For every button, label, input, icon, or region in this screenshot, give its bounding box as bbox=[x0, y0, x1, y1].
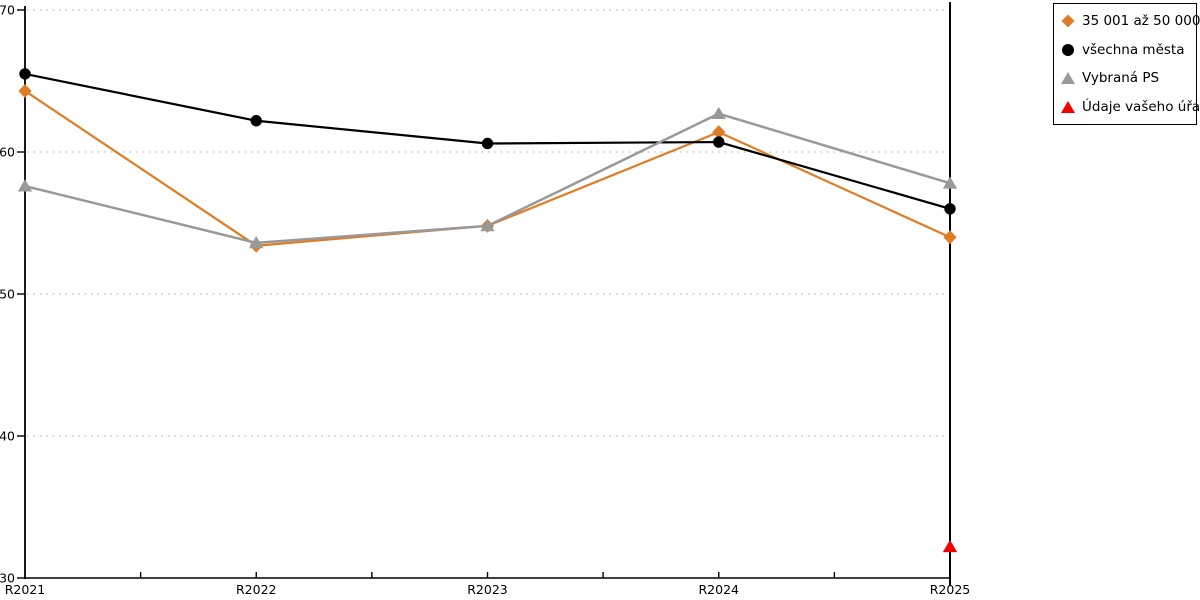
chart-legend: 35 001 až 50 000 všechna města Vybraná PS Ú… bbox=[1053, 3, 1200, 125]
legend-item: Vybraná PS bbox=[1060, 64, 1196, 92]
diamond-marker-icon bbox=[943, 230, 957, 245]
triangle-marker-icon bbox=[711, 106, 726, 120]
x-tick-label: R2022 bbox=[236, 582, 277, 597]
y-tick-label: 30 bbox=[0, 571, 15, 586]
circle-marker-icon bbox=[713, 136, 725, 148]
triangle-marker-icon bbox=[17, 179, 33, 192]
triangle-marker-icon bbox=[942, 539, 958, 553]
diamond-marker-icon bbox=[18, 83, 32, 98]
x-tick-label: R2025 bbox=[930, 582, 971, 597]
legend-item: Údaje vašeho úřadu bbox=[1060, 93, 1200, 121]
circle-marker-icon bbox=[19, 68, 31, 80]
x-tick-label: R2021 bbox=[5, 582, 46, 597]
triangle-marker-icon bbox=[480, 219, 495, 232]
circle-marker-icon bbox=[944, 203, 956, 215]
circle-marker-icon bbox=[481, 137, 494, 150]
triangle-marker-icon bbox=[249, 236, 264, 249]
legend-item: 35 001 až 50 000 bbox=[1060, 7, 1200, 35]
legend-item-label: Údaje vašeho úřadu bbox=[1082, 98, 1200, 115]
y-tick-label: 50 bbox=[0, 287, 15, 302]
y-tick-label: 40 bbox=[0, 429, 15, 444]
legend-item-label: všechna města bbox=[1082, 41, 1185, 58]
legend-triangle-icon bbox=[1061, 72, 1075, 85]
triangle-marker-icon bbox=[942, 176, 958, 189]
x-tick-label: R2023 bbox=[467, 582, 508, 597]
legend-triangle-icon bbox=[1061, 100, 1075, 113]
y-tick-label: 70 bbox=[0, 3, 15, 18]
legend-item-label: Vybraná PS bbox=[1082, 70, 1160, 87]
diamond-marker-icon bbox=[712, 125, 726, 140]
y-tick-label: 60 bbox=[0, 145, 15, 160]
legend-circle-icon bbox=[1062, 43, 1074, 56]
x-tick-label: R2024 bbox=[699, 582, 740, 597]
legend-item-label: 35 001 až 50 000 bbox=[1082, 13, 1200, 30]
legend-diamond-icon bbox=[1061, 14, 1075, 28]
legend-item: všechna města bbox=[1060, 36, 1196, 64]
circle-marker-icon bbox=[250, 115, 262, 127]
